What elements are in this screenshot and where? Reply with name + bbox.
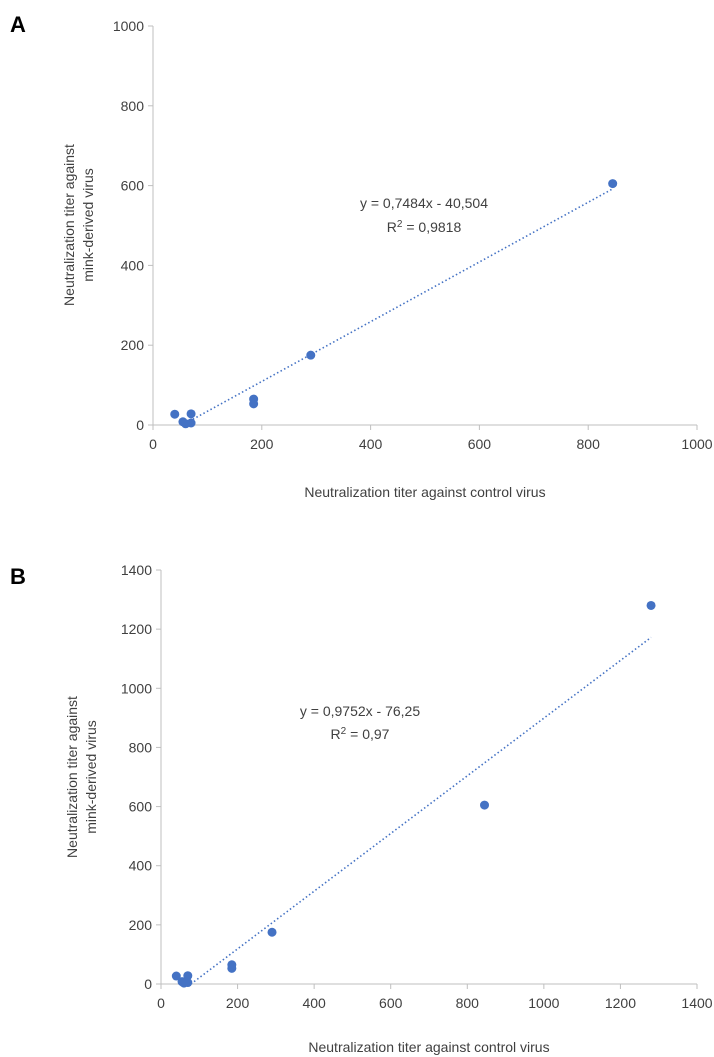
chart-a: 0 200 400 600 800 1000 0 200 400 600 800 1000 Neutra… <box>61 18 713 500</box>
data-point <box>480 800 490 810</box>
y-tick-label: 1200 <box>121 621 152 637</box>
x-tick-label: 400 <box>359 436 383 452</box>
trendline-equation: y = 0,9752x - 76,25 <box>300 703 420 719</box>
data-point <box>186 409 196 419</box>
y-tick-label: 400 <box>129 858 153 874</box>
r-squared-label: R2 = 0,9818 <box>387 219 462 236</box>
y-tick-label: 1000 <box>121 680 152 696</box>
chart-b: 0 200 400 600 800 1000 1200 1400 0 200 400 600 800 10… <box>64 562 713 1055</box>
y-axis-label: Neutralization titer against mink-derived… <box>64 696 99 858</box>
x-tick-label: 0 <box>157 995 165 1011</box>
y-tick-label: 200 <box>129 917 153 933</box>
y-tick-label: 800 <box>129 739 153 755</box>
trendline <box>181 188 614 426</box>
data-point <box>183 971 193 981</box>
x-axis-label: Neutralization titer against control vir… <box>304 484 545 500</box>
y-tick-label: 1000 <box>113 18 144 34</box>
trendline-equation: y = 0,7484x - 40,504 <box>360 195 488 211</box>
y-tick-label: 600 <box>129 799 153 815</box>
y-tick-label: 0 <box>144 976 152 992</box>
data-point <box>227 963 237 973</box>
x-tick-label: 1000 <box>681 436 712 452</box>
x-tick-label: 200 <box>226 995 250 1011</box>
x-tick-label: 200 <box>250 436 274 452</box>
x-tick-label: 800 <box>456 995 480 1011</box>
x-tick-label: 1000 <box>528 995 559 1011</box>
panel-label-b: B <box>10 564 26 589</box>
y-axis-label: Neutralization titer against mink-derived… <box>61 144 96 306</box>
data-point <box>186 418 196 428</box>
y-tick-label: 200 <box>121 337 145 353</box>
trendline <box>190 636 652 985</box>
x-tick-label: 1200 <box>605 995 636 1011</box>
x-axis-label: Neutralization titer against control vir… <box>308 1039 549 1055</box>
x-tick-label: 800 <box>577 436 601 452</box>
y-tick-label: 800 <box>121 98 145 114</box>
x-tick-label: 1400 <box>681 995 712 1011</box>
y-tick-label: 400 <box>121 257 145 273</box>
data-point <box>249 399 259 409</box>
y-tick-label: 0 <box>136 417 144 433</box>
data-point <box>267 927 277 937</box>
x-tick-label: 0 <box>149 436 157 452</box>
data-point <box>170 409 180 419</box>
data-point <box>608 179 618 189</box>
x-tick-label: 400 <box>302 995 326 1011</box>
data-point <box>306 350 316 360</box>
y-tick-label: 1400 <box>121 562 152 578</box>
y-tick-label: 600 <box>121 178 145 194</box>
panel-label-a: A <box>10 12 26 37</box>
x-tick-label: 600 <box>379 995 403 1011</box>
data-point <box>171 971 181 981</box>
data-point <box>646 600 656 610</box>
data-point <box>183 978 193 988</box>
r-squared-label: R2 = 0,97 <box>331 726 390 743</box>
x-tick-label: 600 <box>468 436 492 452</box>
